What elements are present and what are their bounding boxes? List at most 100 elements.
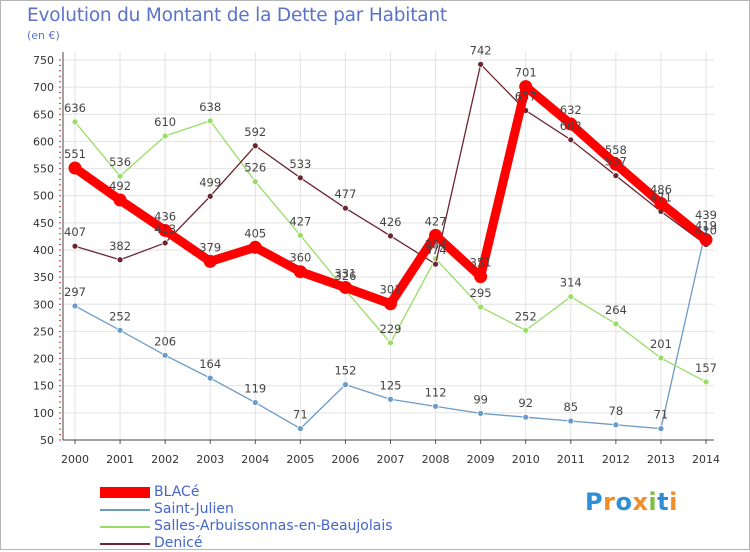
chart-title: Evolution du Montant de la Dette par Hab… (27, 5, 447, 26)
data-label-salles: 526 (244, 161, 266, 175)
data-label-denice: 413 (154, 222, 176, 236)
data-label-saint-julien: 99 (473, 392, 488, 406)
logo-letter: i (669, 488, 678, 516)
logo-letter: x (632, 488, 649, 516)
data-point-denice (161, 239, 169, 247)
x-tick-label: 2013 (647, 453, 675, 466)
data-label-blace: 331 (334, 266, 356, 280)
data-label-saint-julien: 112 (425, 385, 447, 399)
y-tick-label: 600 (33, 135, 54, 148)
chart-subtitle: (en €) (27, 29, 60, 42)
data-label-blace: 701 (515, 66, 537, 80)
data-point-salles (612, 320, 620, 328)
data-point-saint-julien (612, 421, 620, 429)
data-point-saint-julien (206, 374, 214, 382)
data-point-blace (203, 254, 217, 268)
y-tick-label: 650 (33, 108, 54, 121)
data-label-salles: 326 (334, 269, 356, 283)
data-label-denice: 533 (289, 157, 311, 171)
data-point-saint-julien (251, 399, 259, 406)
data-point-denice (342, 204, 349, 212)
data-point-saint-julien (342, 381, 349, 389)
data-label-saint-julien: 297 (64, 285, 86, 299)
y-tick-label: 250 (33, 325, 54, 338)
data-label-saint-julien: 85 (563, 400, 578, 414)
data-point-saint-julien (522, 413, 530, 421)
data-label-saint-julien: 206 (154, 334, 176, 348)
x-tick-label: 2001 (106, 453, 134, 466)
data-label-salles: 157 (695, 361, 717, 375)
data-label-saint-julien: 125 (380, 378, 402, 392)
data-label-blace: 301 (380, 283, 402, 297)
data-point-blace (384, 297, 397, 311)
data-point-blace (293, 265, 307, 279)
logo-letter: t (657, 488, 670, 516)
data-point-saint-julien (296, 425, 304, 433)
data-label-blace: 419 (695, 219, 717, 233)
data-label-saint-julien: 252 (109, 309, 131, 323)
data-label-denice: 603 (560, 119, 582, 133)
data-label-blace: 427 (425, 214, 447, 228)
legend-swatch-blace (100, 487, 150, 498)
x-tick-label: 2006 (331, 453, 359, 466)
data-point-blace (699, 233, 713, 247)
y-tick-label: 150 (33, 380, 54, 393)
data-point-saint-julien (432, 402, 439, 410)
data-label-salles: 314 (560, 276, 582, 290)
data-label-denice: 426 (380, 215, 402, 229)
data-label-saint-julien: 164 (199, 357, 221, 371)
data-point-salles (657, 354, 665, 362)
data-point-denice (296, 174, 304, 182)
data-label-salles: 252 (515, 309, 537, 323)
y-tick-label: 50 (40, 434, 54, 447)
data-label-salles: 536 (109, 155, 131, 169)
data-label-salles: 201 (650, 337, 672, 351)
data-point-blace (609, 157, 623, 171)
x-tick-label: 2005 (286, 453, 314, 466)
data-point-saint-julien (702, 225, 710, 233)
logo-letter: r (603, 488, 616, 516)
data-point-denice (71, 242, 79, 250)
y-tick-label: 700 (33, 81, 54, 94)
y-tick-label: 350 (33, 271, 54, 284)
data-point-saint-julien (477, 409, 485, 417)
data-label-salles: 638 (199, 100, 221, 114)
data-label-salles: 295 (470, 286, 492, 300)
data-point-denice (477, 60, 485, 68)
data-point-blace (248, 240, 262, 254)
data-label-salles: 384 (425, 238, 447, 252)
data-point-denice (116, 256, 124, 264)
x-tick-label: 2002 (151, 453, 179, 466)
legend-label-saint-julien: Saint-Julien (154, 501, 234, 517)
data-label-denice: 477 (334, 187, 356, 201)
data-label-saint-julien: 439 (695, 208, 717, 222)
data-point-salles (702, 378, 710, 386)
y-tick-label: 750 (33, 54, 54, 67)
data-point-blace (429, 228, 443, 242)
data-label-saint-julien: 152 (334, 364, 356, 378)
data-point-denice (206, 192, 214, 200)
data-label-denice: 471 (650, 190, 672, 204)
x-tick-label: 2010 (512, 453, 540, 466)
y-tick-label: 450 (33, 217, 54, 230)
logo-letter: o (615, 488, 633, 516)
data-label-salles: 264 (605, 303, 627, 317)
data-point-saint-julien (387, 395, 394, 403)
data-point-denice (432, 260, 439, 268)
y-tick-label: 200 (33, 353, 54, 366)
data-point-salles (71, 118, 79, 126)
plot-area (63, 52, 714, 440)
data-label-blace: 492 (109, 179, 131, 193)
x-tick-label: 2014 (692, 453, 720, 466)
data-label-denice: 382 (109, 239, 131, 253)
data-label-blace: 436 (154, 209, 176, 223)
data-point-salles (477, 303, 485, 311)
x-tick-label: 2004 (241, 453, 269, 466)
x-tick-label: 2009 (467, 453, 495, 466)
data-label-denice: 592 (244, 125, 266, 139)
x-tick-label: 2003 (196, 453, 224, 466)
y-tick-label: 500 (33, 190, 54, 203)
data-point-blace (519, 80, 533, 94)
legend-swatch-saint-julien (100, 509, 150, 511)
x-tick-label: 2011 (557, 453, 585, 466)
